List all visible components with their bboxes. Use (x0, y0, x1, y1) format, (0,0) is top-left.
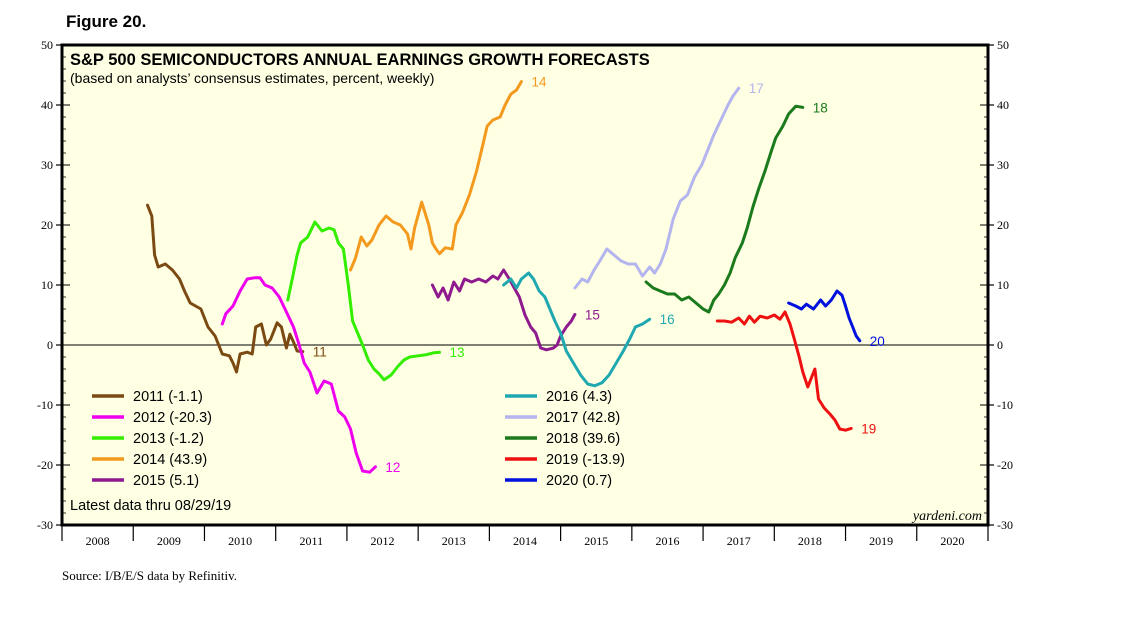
y-tick-label-left: -20 (37, 458, 53, 472)
legend-label-2017: 2017 (42.8) (546, 410, 620, 426)
plot-background (62, 45, 988, 525)
series-end-label-2017: 17 (749, 81, 764, 96)
y-tick-label-left: -30 (37, 518, 53, 532)
series-end-label-2014: 14 (531, 75, 547, 90)
x-tick-label: 2011 (300, 534, 324, 548)
y-tick-label-right: 50 (997, 38, 1009, 52)
series-line-2019 (715, 310, 853, 432)
legend-label-2011: 2011 (-1.1) (133, 389, 203, 405)
y-tick-label-left: 0 (47, 338, 53, 352)
x-tick-label: 2015 (584, 534, 608, 548)
series-line-2016 (502, 271, 652, 388)
legend-label-2016: 2016 (4.3) (546, 389, 612, 405)
chart-subtitle: (based on analysts’ consensus estimates,… (70, 70, 434, 86)
x-tick-label: 2018 (798, 534, 822, 548)
latest-data-note: Latest data thru 08/29/19 (70, 498, 231, 514)
figure-label: Figure 20. (66, 12, 147, 31)
series-end-label-2018: 18 (813, 100, 828, 115)
y-tick-label-right: -30 (997, 518, 1013, 532)
y-tick-label-right: 20 (997, 218, 1009, 232)
legend-label-2018: 2018 (39.6) (546, 431, 620, 447)
x-tick-label: 2012 (371, 534, 395, 548)
x-tick-label: 2019 (869, 534, 893, 548)
series-end-label-2019: 19 (861, 421, 876, 436)
series-end-label-2020: 20 (870, 334, 885, 349)
y-tick-label-right: -10 (997, 398, 1013, 412)
series-end-label-2015: 15 (585, 307, 600, 322)
legend-label-2015: 2015 (5.1) (133, 473, 199, 489)
legend-label-2014: 2014 (43.9) (133, 452, 207, 468)
y-tick-label-left: 40 (41, 98, 53, 112)
series-end-label-2016: 16 (660, 312, 675, 327)
y-tick-label-left: 10 (41, 278, 53, 292)
series-line-2017 (573, 86, 741, 290)
x-tick-label: 2020 (940, 534, 964, 548)
legend-label-2012: 2012 (-20.3) (133, 410, 212, 426)
legend-label-2019: 2019 (-13.9) (546, 452, 625, 468)
source-note: Source: I/B/E/S data by Refinitiv. (62, 568, 237, 583)
y-tick-label-left: 20 (41, 218, 53, 232)
series-line-2012 (220, 276, 377, 474)
series-line-2018 (644, 104, 805, 314)
y-tick-label-right: -20 (997, 458, 1013, 472)
series-line-2011 (146, 203, 305, 374)
series-line-2013 (286, 220, 441, 382)
y-tick-label-left: -10 (37, 398, 53, 412)
x-tick-label: 2017 (727, 534, 751, 548)
x-tick-label: 2010 (228, 534, 252, 548)
series-end-label-2011: 11 (313, 345, 327, 360)
x-tick-label: 2014 (513, 534, 537, 548)
x-tick-label: 2009 (157, 534, 181, 548)
x-tick-label: 2013 (442, 534, 466, 548)
legend-label-2020: 2020 (0.7) (546, 473, 612, 489)
y-tick-label-right: 30 (997, 158, 1009, 172)
series-line-2020 (787, 289, 862, 343)
y-tick-label-left: 30 (41, 158, 53, 172)
x-tick-label: 2008 (86, 534, 110, 548)
y-tick-label-right: 40 (997, 98, 1009, 112)
series-line-2014 (349, 80, 523, 272)
y-tick-label-right: 0 (997, 338, 1003, 352)
y-tick-label-left: 50 (41, 38, 53, 52)
watermark-yardeni: yardeni.com (911, 509, 982, 524)
series-end-label-2013: 13 (450, 345, 465, 360)
series-layer: 11 12 13 14 15 16 17 18 19 20 (146, 75, 885, 475)
legend: 2011 (-1.1) 2012 (-20.3) 2013 (-1.2) 2014 (… (92, 389, 625, 489)
legend-label-2013: 2013 (-1.2) (133, 431, 204, 447)
series-end-label-2012: 12 (385, 460, 400, 475)
x-tick-label: 2016 (655, 534, 679, 548)
y-tick-label-right: 10 (997, 278, 1009, 292)
chart-title: S&P 500 SEMICONDUCTORS ANNUAL EARNINGS G… (70, 51, 650, 69)
